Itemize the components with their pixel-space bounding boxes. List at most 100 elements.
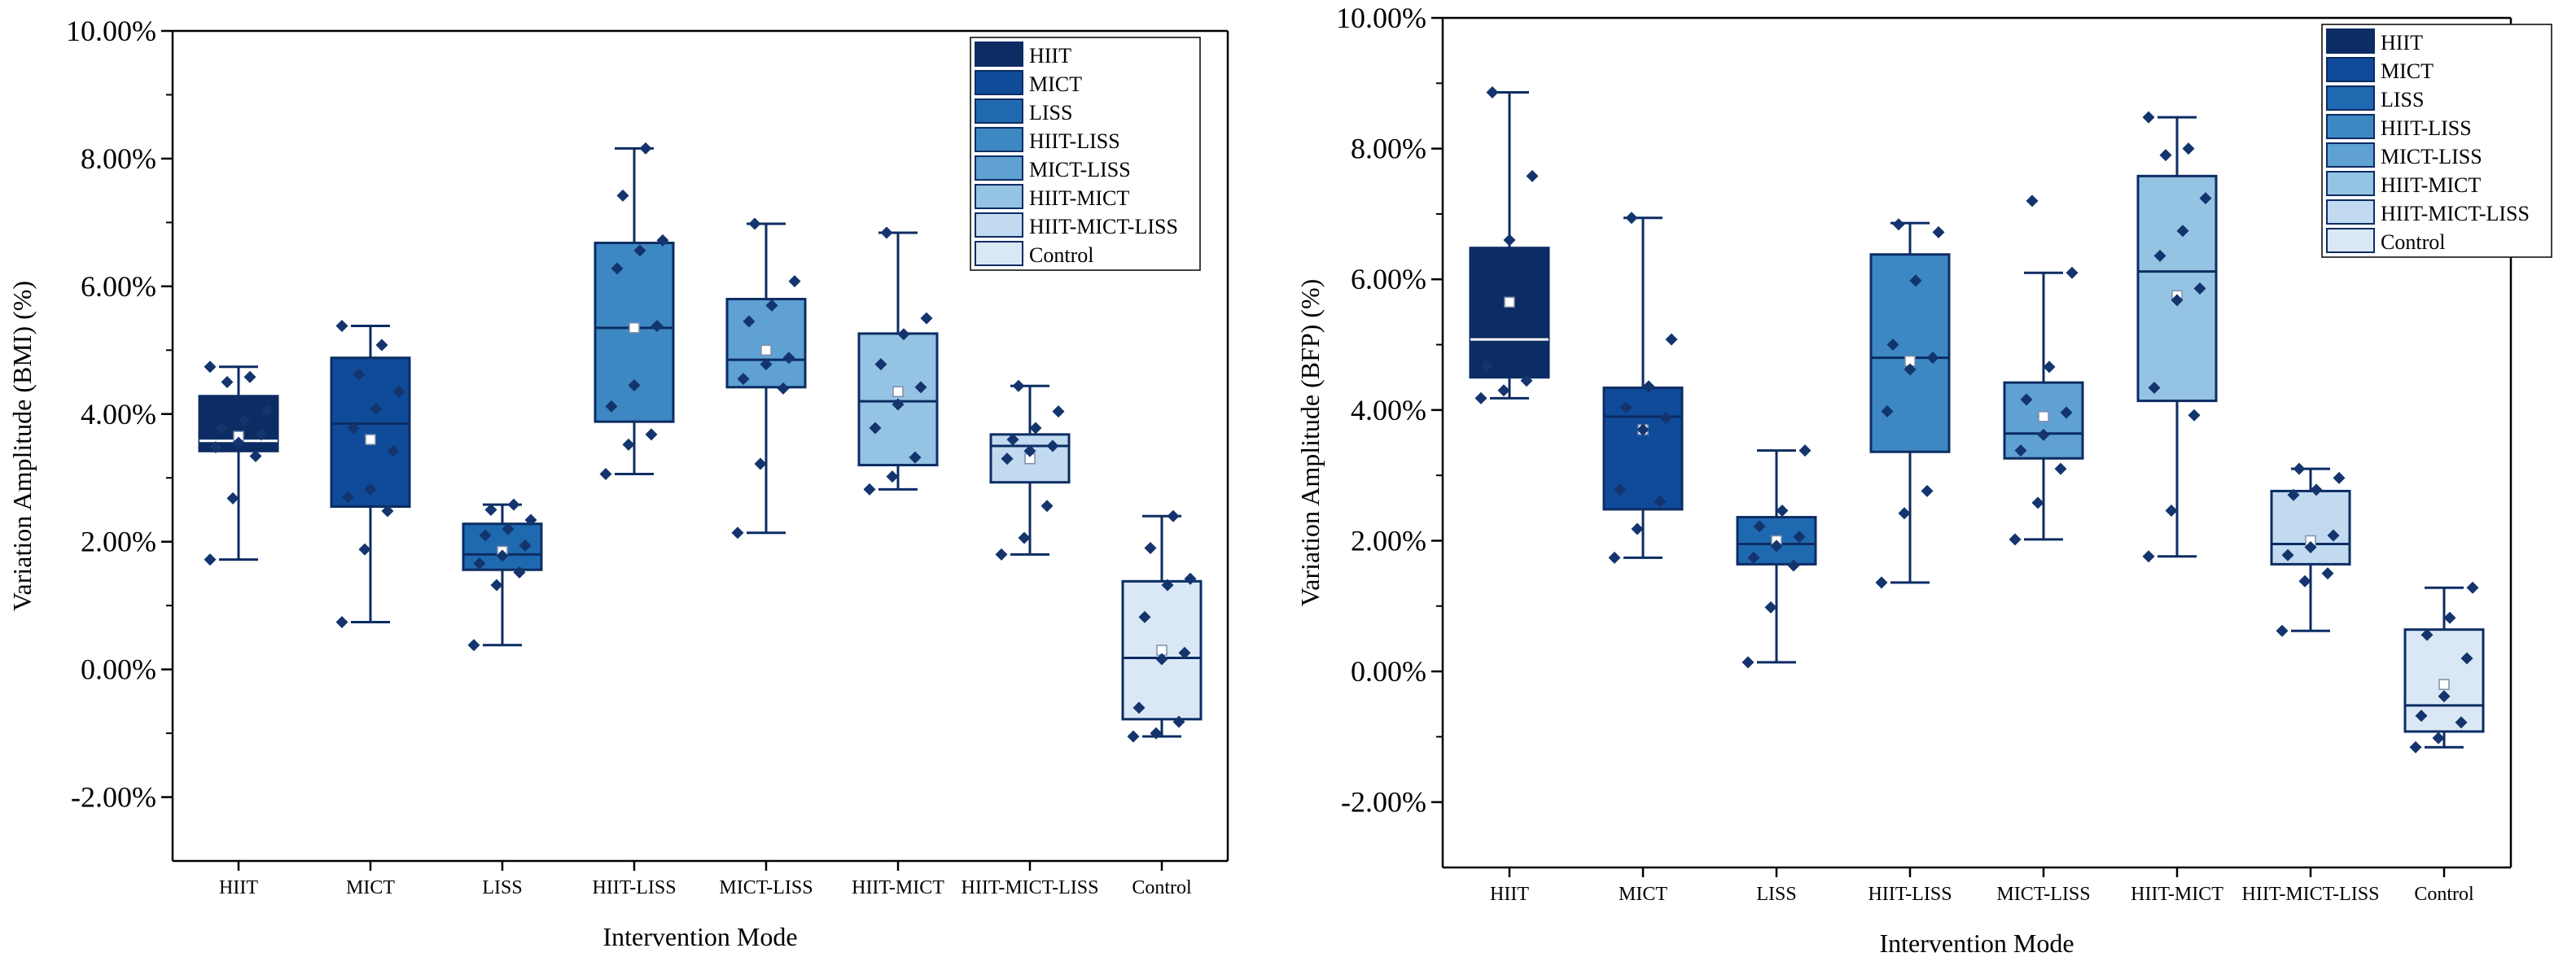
data-point (760, 358, 773, 371)
data-point (639, 142, 652, 155)
mean-marker (760, 344, 772, 356)
data-point (863, 483, 876, 496)
data-point (1926, 352, 1939, 365)
data-point (2142, 111, 2155, 124)
data-point (886, 470, 899, 483)
data-point (2026, 194, 2039, 208)
data-point (524, 513, 537, 527)
data-point (1526, 169, 1539, 182)
legend-label: HIIT-LISS (1029, 129, 1120, 153)
data-point (238, 414, 251, 427)
data-point (370, 402, 383, 415)
box-group-hiit-liss: HIIT-LISS (1868, 218, 1952, 905)
data-point (2159, 149, 2172, 162)
y-tick-label: 6.00% (1351, 263, 1426, 295)
data-point (353, 368, 366, 381)
mean-marker (365, 434, 376, 445)
data-point (2054, 462, 2067, 475)
data-point (909, 451, 922, 464)
mean-marker (1504, 296, 1515, 308)
legend-label: HIIT (2381, 31, 2423, 55)
iqr-box (1469, 247, 1550, 379)
y-tick-label: 6.00% (81, 270, 156, 303)
data-point (1023, 444, 1036, 457)
legend-label: Control (2381, 230, 2445, 254)
data-point (479, 529, 492, 542)
iqr-box (725, 298, 807, 389)
legend-swatch (2326, 57, 2375, 82)
data-point (754, 457, 767, 470)
data-point (1875, 576, 1888, 589)
y-axis-title: Variation Amplitude (BMI) (%) (7, 281, 37, 611)
mean-marker (2438, 679, 2450, 690)
data-point (335, 616, 348, 629)
data-point (1614, 483, 1627, 496)
data-point (2060, 406, 2073, 419)
data-point (215, 422, 228, 435)
data-point (1486, 86, 1499, 99)
data-point (490, 579, 503, 592)
x-tick-label: LISS (482, 877, 522, 898)
data-point (1480, 359, 1493, 372)
legend: HIIT MICT LISS HIIT-LISS MICT-LISS HIIT-MICT H… (2321, 24, 2552, 258)
x-tick-label: HIIT-MICT-LISS (962, 877, 1099, 898)
box-group-hiit-mict: HIIT-MICT (852, 226, 944, 898)
data-point (914, 381, 927, 394)
bfp-box-plot: 10.00% 8.00% 6.00% 4.00% 2.00% 0.00% -2.00% Var… (1295, 2, 2552, 958)
legend-label: HIIT-MICT (1029, 186, 1129, 210)
legend-swatch (2326, 142, 2375, 168)
y-tick-label: -2.00% (1341, 786, 1426, 819)
data-point (1741, 656, 1755, 669)
data-point (2460, 652, 2473, 665)
x-tick-label: Control (2414, 884, 2474, 905)
legend-swatch (2326, 171, 2375, 196)
data-point (513, 566, 526, 579)
data-point (788, 275, 801, 288)
data-point (599, 468, 612, 481)
data-point (1520, 374, 1533, 387)
iqr-box (2136, 174, 2218, 403)
bfp-chart-panel: 10.00% 8.00% 6.00% 4.00% 2.00% 0.00% -2.00% Var… (1288, 0, 2576, 970)
data-point (2415, 710, 2428, 723)
data-point (743, 315, 756, 328)
data-point (2304, 540, 2317, 553)
box-group-mict: MICT (330, 319, 411, 898)
data-point (2276, 624, 2289, 637)
data-point (2455, 716, 2468, 729)
data-point (765, 299, 778, 312)
data-point (920, 312, 933, 325)
data-point (2009, 533, 2022, 546)
data-point (226, 492, 239, 505)
data-point (1770, 540, 1783, 553)
data-point (782, 352, 795, 365)
data-point (507, 498, 520, 511)
legend-label: Control (1029, 243, 1093, 267)
data-point (1764, 601, 1777, 614)
legend-label: MICT-LISS (2381, 145, 2482, 168)
box-group-hiit: HIIT (1469, 86, 1550, 905)
legend-swatch (975, 98, 1023, 124)
x-tick-label: MICT (1619, 884, 1667, 905)
data-point (616, 189, 629, 202)
data-point (387, 444, 400, 457)
data-point (2327, 529, 2340, 542)
data-point (2043, 360, 2056, 374)
data-point (2193, 282, 2206, 295)
data-point (628, 378, 641, 391)
data-point (502, 522, 515, 535)
data-point (731, 527, 744, 540)
legend-swatch (2326, 85, 2375, 111)
x-tick-label: HIIT-MICT (852, 877, 944, 898)
data-point (2171, 294, 2184, 307)
data-point (261, 404, 274, 417)
legend-swatch (975, 42, 1023, 67)
data-point (1932, 225, 1945, 238)
box-group-hiit-mict: HIIT-MICT (2131, 111, 2223, 905)
y-tick-label: 2.00% (81, 526, 156, 558)
data-point (777, 382, 790, 395)
data-point (1886, 339, 1899, 352)
data-point (1904, 363, 1917, 376)
x-axis-title: Intervention Mode (602, 922, 797, 951)
data-point (484, 503, 497, 516)
x-tick-label: HIIT-MICT (2131, 884, 2223, 905)
